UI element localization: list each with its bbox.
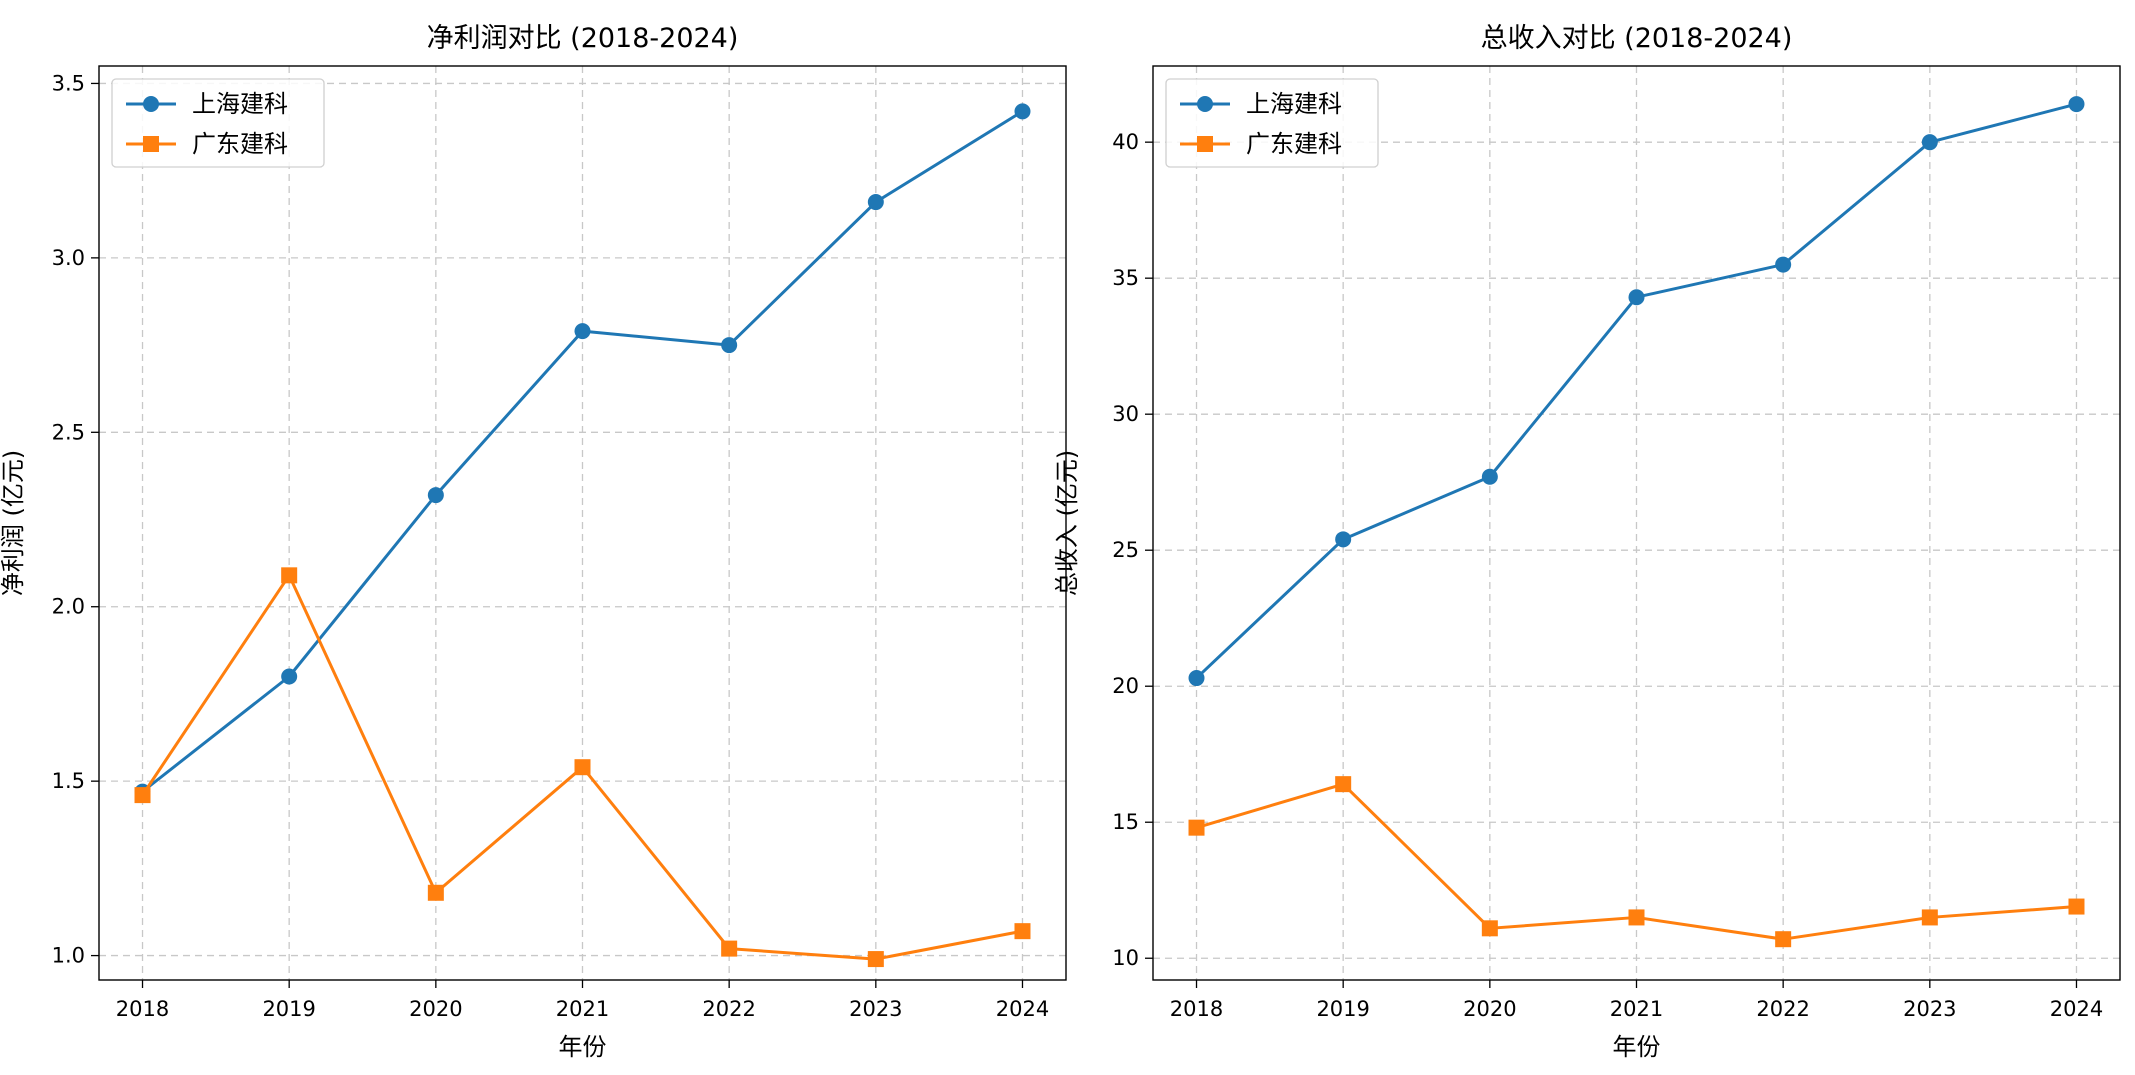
y-tick-label: 25 [1112, 538, 1139, 562]
data-point [574, 759, 591, 776]
data-point [1921, 134, 1938, 151]
x-tick-label: 2018 [116, 997, 169, 1021]
legend-marker [1197, 136, 1213, 152]
y-tick-label: 15 [1112, 810, 1139, 834]
legend-label: 广东建科 [192, 130, 288, 158]
y-tick-label: 35 [1112, 266, 1139, 290]
data-point [1921, 909, 1938, 926]
data-point [867, 194, 884, 211]
data-point [134, 787, 151, 804]
y-tick-label: 20 [1112, 674, 1139, 698]
x-tick-label: 2024 [996, 997, 1049, 1021]
data-point [1014, 103, 1031, 120]
data-point [721, 337, 738, 354]
data-point [721, 940, 738, 957]
legend-marker [1197, 96, 1213, 112]
x-tick-label: 2021 [556, 997, 609, 1021]
data-point [1775, 931, 1792, 948]
y-tick-label: 2.0 [52, 595, 85, 619]
x-tick-label: 2020 [1463, 997, 1516, 1021]
y-tick-label: 1.5 [52, 769, 85, 793]
data-point [1628, 289, 1645, 306]
x-tick-label: 2019 [262, 997, 315, 1021]
total-revenue-chart: 2018 2019 2020 2021 2022 2023 2024 10 15 20 25 30 35… [1053, 23, 2121, 1061]
y-tick-label: 2.5 [52, 420, 85, 444]
data-point [427, 884, 444, 901]
x-tick-label: 2023 [849, 997, 902, 1021]
x-tick-label: 2024 [2050, 997, 2103, 1021]
data-point [574, 323, 591, 340]
data-point [1775, 256, 1792, 273]
y-tick-label: 40 [1112, 130, 1139, 154]
y-tick-label: 30 [1112, 402, 1139, 426]
legend-marker [143, 136, 159, 152]
x-axis-label: 年份 [1613, 1033, 1661, 1061]
data-point [1335, 776, 1352, 793]
x-tick-label: 2022 [702, 997, 755, 1021]
data-point [2068, 898, 2085, 915]
data-point [1481, 920, 1498, 937]
y-tick-label: 3.5 [52, 71, 85, 95]
data-point [1628, 909, 1645, 926]
data-point [2068, 96, 2085, 113]
legend-label: 上海建科 [1246, 90, 1342, 118]
x-axis-label: 年份 [559, 1033, 607, 1061]
data-point [1188, 670, 1205, 687]
x-tick-label: 2018 [1170, 997, 1223, 1021]
y-tick-label: 10 [1112, 946, 1139, 970]
y-axis-label: 净利润 (亿元) [0, 450, 27, 596]
data-point [1188, 819, 1205, 836]
data-point [427, 487, 444, 504]
net-profit-chart: 2018 2019 2020 2021 2022 2023 2024 1.0 1.5 2.0 2.5… [0, 23, 1067, 1061]
data-point [1335, 531, 1352, 548]
y-tick-label: 3.0 [52, 246, 85, 270]
legend-label: 广东建科 [1246, 130, 1342, 158]
data-point [1481, 468, 1498, 485]
x-tick-label: 2019 [1316, 997, 1369, 1021]
data-point [281, 668, 298, 685]
legend-label: 上海建科 [192, 90, 288, 118]
data-point [281, 567, 298, 584]
x-tick-label: 2020 [409, 997, 462, 1021]
x-tick-label: 2023 [1903, 997, 1956, 1021]
x-tick-label: 2022 [1756, 997, 1809, 1021]
data-point [1014, 923, 1031, 940]
y-axis-label: 总收入 (亿元) [1053, 450, 1081, 596]
x-tick-label: 2021 [1610, 997, 1663, 1021]
chart-title: 净利润对比 (2018-2024) [427, 23, 739, 54]
chart-title: 总收入对比 (2018-2024) [1481, 23, 1793, 54]
data-point [867, 951, 884, 968]
legend-marker [143, 96, 159, 112]
y-tick-label: 1.0 [52, 944, 85, 968]
